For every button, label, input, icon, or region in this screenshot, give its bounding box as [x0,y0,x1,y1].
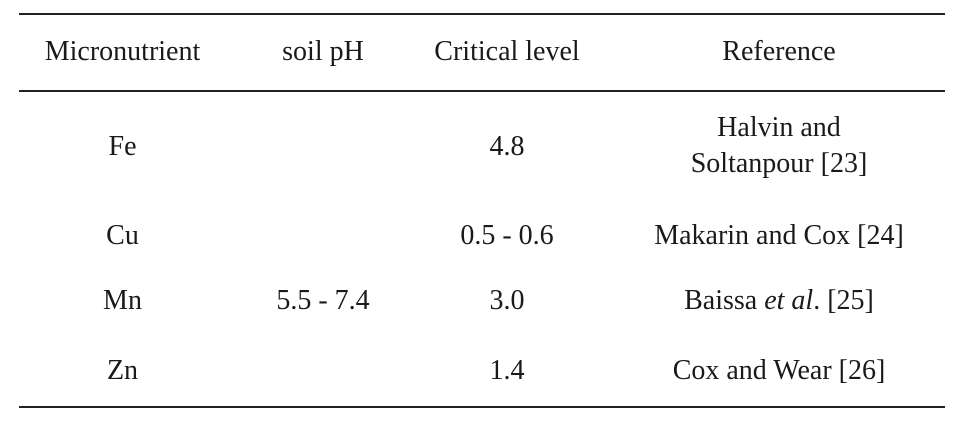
row-mn-reference-prefix: Baissa [684,285,765,316]
row-cu-micronutrient: Cu [106,220,139,251]
row-mn-critical-level: 3.0 [489,285,525,316]
row-fe-reference: Halvin and Soltanpour [23] [612,110,946,182]
row-fe-micronutrient: Fe [108,131,137,162]
row-mn-reference-italic: et al [764,285,814,316]
row-zn-micronutrient: Zn [106,355,139,386]
header-micronutrient: Micronutrient [44,36,201,67]
header-soil-ph: soil pH [282,36,364,67]
row-zn-critical-level: 1.4 [489,355,525,386]
table-bottom-rule [19,406,945,408]
table-header-rule [19,90,945,92]
row-mn-reference: Baissa et al. [25] [612,283,946,319]
row-mn-reference-suffix: . [25] [813,285,874,316]
row-fe-critical-level: 4.8 [489,131,525,162]
header-reference: Reference [722,36,836,67]
row-mn-micronutrient: Mn [103,285,142,316]
header-critical-level: Critical level [434,36,580,67]
soil-ph-value: 5.5 - 7.4 [276,285,370,316]
row-fe-reference-line2: Soltanpour [23] [690,148,868,179]
row-zn-reference: Cox and Wear [26] [672,355,886,386]
row-cu-critical-level: 0.5 - 0.6 [460,220,554,251]
row-cu-reference: Makarin and Cox [24] [654,220,904,251]
row-fe-reference-line1: Halvin and [717,112,841,143]
table-top-rule [19,13,945,15]
